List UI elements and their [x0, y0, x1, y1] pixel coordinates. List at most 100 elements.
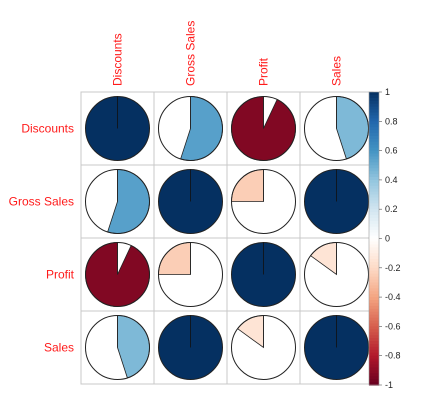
pie-cells — [85, 96, 369, 380]
legend-color-segment — [369, 326, 379, 330]
legend-tick-label: 0.2 — [385, 204, 398, 214]
pie-gross-sales-discounts — [85, 169, 150, 234]
variable-labels: Discounts Gross Sales Profit Sales Discounts… — [9, 21, 344, 355]
legend-color-segment — [369, 341, 379, 345]
legend-color-segment — [369, 311, 379, 316]
legend-color-segment — [369, 305, 379, 310]
legend-color-segment — [369, 376, 379, 380]
legend-color-segment — [369, 247, 379, 251]
legend-color-segment — [369, 200, 379, 204]
pie-sales-sales — [304, 315, 369, 380]
legend-color-segment — [369, 174, 379, 178]
pie-gross-sales-gross-sales — [158, 169, 223, 234]
pie-gross-sales-profit — [231, 169, 296, 234]
legend-color-segment — [369, 191, 379, 196]
pie-discounts-discounts — [85, 96, 150, 161]
legend-color-segment — [369, 133, 379, 137]
legend-color-segment — [369, 267, 379, 272]
legend-color-segment — [369, 217, 379, 222]
legend-tick-label: -1 — [385, 380, 393, 390]
pie-discounts-gross-sales — [158, 96, 223, 161]
legend-color-segment — [369, 197, 379, 202]
legend-color-segment — [369, 332, 379, 336]
legend-tick-label: -0.2 — [385, 263, 401, 273]
pie-profit-sales — [304, 242, 369, 307]
legend-color-segment — [369, 364, 379, 369]
legend-color-segment — [369, 373, 379, 377]
legend-color-segment — [369, 223, 379, 228]
legend-color-segment — [369, 273, 379, 278]
legend-color-segment — [369, 323, 379, 327]
legend-color-segment — [369, 349, 379, 354]
legend-color-segment — [369, 138, 379, 143]
legend-color-segment — [369, 100, 379, 105]
legend-color-segment — [369, 308, 379, 313]
legend-color-segment — [369, 276, 379, 281]
row-label-gross-sales: Gross Sales — [9, 195, 74, 209]
legend-color-segment — [369, 168, 379, 172]
legend-color-segment — [369, 147, 379, 152]
legend-color-segment — [369, 294, 379, 298]
legend-color-segment — [369, 215, 379, 219]
legend-color-segment — [369, 264, 379, 269]
legend-color-segment — [369, 317, 379, 322]
legend-color-segment — [369, 261, 379, 266]
pie-profit-profit — [231, 242, 296, 307]
legend-color-segment — [369, 361, 379, 366]
legend-color-segment — [369, 162, 379, 166]
legend-color-segment — [369, 329, 379, 333]
col-label-profit: Profit — [257, 57, 271, 86]
legend-color-segment — [369, 320, 379, 325]
legend-color-segment — [369, 259, 379, 263]
legend-color-segment — [369, 279, 379, 284]
legend-tick-label: 0 — [385, 234, 390, 244]
legend-color-segment — [369, 314, 379, 319]
legend-tick-label: -0.8 — [385, 351, 401, 361]
legend-color-segment — [369, 232, 379, 237]
pie-gross-sales-sales — [304, 169, 369, 234]
legend-color-segment — [369, 300, 379, 304]
pie-profit-gross-sales — [158, 242, 223, 307]
legend-color-segment — [369, 97, 379, 102]
legend-color-segment — [369, 352, 379, 357]
legend-color-segment — [369, 156, 379, 160]
legend-color-segment — [369, 358, 379, 363]
legend-color-segment — [369, 226, 379, 231]
legend-color-segment — [369, 188, 379, 193]
legend-color-segment — [369, 179, 379, 184]
legend-color-segment — [369, 282, 379, 286]
color-legend: 1 0.8 0.6 0.4 0.2 0 -0.2 -0.4 -0.6 -0.8 -1 — [368, 87, 401, 390]
legend-color-segment — [369, 229, 379, 234]
legend-color-segment — [369, 150, 379, 155]
legend-color-segment — [369, 241, 379, 245]
legend-tick-label: -0.6 — [385, 321, 401, 331]
legend-color-segment — [369, 165, 379, 169]
legend-color-segment — [369, 302, 379, 307]
legend-color-segment — [369, 270, 379, 275]
legend-color-segment — [369, 106, 379, 111]
col-label-sales: Sales — [330, 56, 344, 86]
legend-color-segment — [369, 112, 379, 117]
legend-color-segment — [369, 206, 379, 210]
legend-tick-label: 0.8 — [385, 116, 398, 126]
legend-color-segment — [369, 109, 379, 114]
legend-color-segment — [369, 253, 379, 257]
legend-color-segment — [369, 244, 379, 248]
legend-color-segment — [369, 127, 379, 131]
legend-tick-label: 0.6 — [385, 146, 398, 156]
legend-color-segment — [369, 115, 379, 119]
legend-color-segment — [369, 185, 379, 190]
legend-color-segment — [369, 212, 379, 216]
legend-color-segment — [369, 285, 379, 289]
legend-color-segment — [369, 176, 379, 181]
legend-color-segment — [369, 144, 379, 149]
pie-discounts-sales — [304, 96, 369, 161]
legend-color-segment — [369, 250, 379, 254]
legend-color-segment — [369, 288, 379, 292]
legend-color-segment — [369, 135, 379, 140]
legend-color-segment — [369, 141, 379, 146]
legend-color-segment — [369, 194, 379, 199]
legend-color-segment — [369, 291, 379, 295]
row-label-sales: Sales — [44, 341, 74, 355]
